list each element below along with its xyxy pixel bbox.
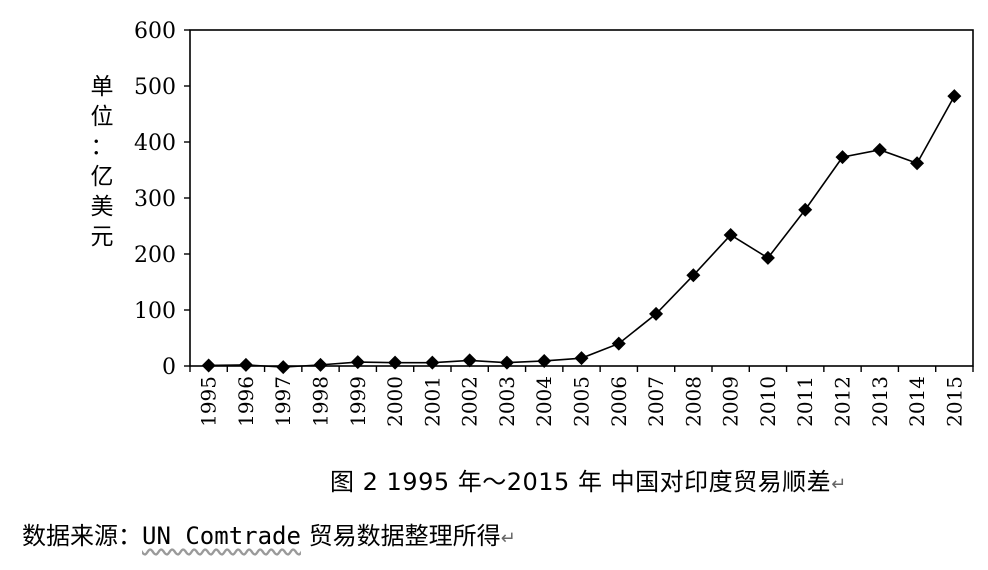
data-point	[835, 150, 850, 165]
x-tick-label: 2002	[458, 376, 482, 427]
x-tick-label: 2001	[420, 376, 444, 427]
y-axis-label-char: 亿	[90, 164, 114, 190]
x-tick-label: 2014	[905, 376, 929, 427]
data-point	[350, 355, 365, 370]
x-tick-label: 2015	[942, 376, 966, 427]
figure-caption: 图 2 1995 年～2015 年 中国对印度贸易顺差↵	[330, 462, 847, 497]
data-point	[872, 142, 887, 157]
x-tick-label: 2005	[570, 376, 594, 427]
x-tick-label: 2010	[756, 376, 780, 427]
data-point	[686, 268, 701, 283]
x-tick-label: 2009	[719, 376, 743, 427]
data-point	[238, 357, 253, 372]
x-tick-label: 1995	[197, 376, 221, 427]
x-tick-label: 1999	[346, 376, 370, 427]
y-axis-label: 单位 ： 亿美元	[86, 72, 118, 252]
y-tick-label: 100	[134, 299, 176, 324]
data-point	[388, 355, 403, 370]
plot-frame	[189, 29, 974, 367]
y-tick-label: 300	[134, 187, 176, 212]
x-tick-label: 2012	[831, 376, 855, 427]
source-suffix: 贸易数据整理所得	[300, 522, 501, 550]
chart: 0 100 200 300 400 500 600 1995 1996 1997 1998 1999 2…	[134, 19, 974, 427]
series-line	[208, 95, 956, 368]
source-organization: UN Comtrade	[142, 522, 301, 550]
data-point	[649, 306, 664, 321]
data-point	[611, 336, 626, 351]
y-axis-label-char: 元	[90, 224, 114, 250]
paragraph-mark: ↵	[831, 474, 847, 495]
data-point	[723, 227, 738, 242]
x-tick-label: 2007	[644, 376, 668, 427]
x-tick-label: 2000	[383, 376, 407, 427]
data-point	[425, 355, 440, 370]
figure-number: 图 2	[330, 468, 387, 496]
x-tick-label: 1998	[309, 376, 333, 427]
paragraph-mark: ↵	[500, 528, 516, 549]
data-point	[313, 357, 328, 372]
data-point	[947, 89, 962, 104]
data-point	[910, 156, 925, 171]
y-tick-label: 0	[162, 355, 176, 380]
data-point	[462, 353, 477, 368]
y-tick-label: 500	[134, 75, 176, 100]
data-source-note: 数据来源：UN Comtrade 贸易数据整理所得↵	[22, 516, 516, 551]
data-point	[201, 358, 216, 373]
figure-title: 1995 年～2015 年 中国对印度贸易顺差	[386, 468, 832, 496]
y-tick-label: 200	[134, 243, 176, 268]
y-tick-label: 600	[134, 19, 176, 44]
x-tick-label: 2008	[681, 376, 705, 427]
x-tick-label: 2011	[793, 376, 817, 427]
x-tick-label: 2006	[607, 376, 631, 427]
data-point	[537, 353, 552, 368]
source-prefix: 数据来源：	[22, 522, 142, 550]
x-tick-label: 1996	[234, 376, 258, 427]
data-point	[574, 351, 589, 366]
x-tick-label: 2004	[532, 376, 556, 427]
y-axis-label-char: 单	[90, 74, 114, 100]
y-axis-label-char: ：	[90, 134, 114, 160]
y-axis-label-char: 位	[90, 104, 114, 130]
data-point	[276, 360, 291, 375]
data-point	[499, 355, 514, 370]
y-tick-label: 400	[134, 131, 176, 156]
x-tick-label: 2013	[868, 376, 892, 427]
data-point	[798, 202, 813, 217]
data-point	[760, 250, 775, 265]
x-tick-label: 2003	[495, 376, 519, 427]
y-axis-label-char: 美	[90, 194, 114, 220]
x-tick-label: 1997	[271, 376, 295, 427]
